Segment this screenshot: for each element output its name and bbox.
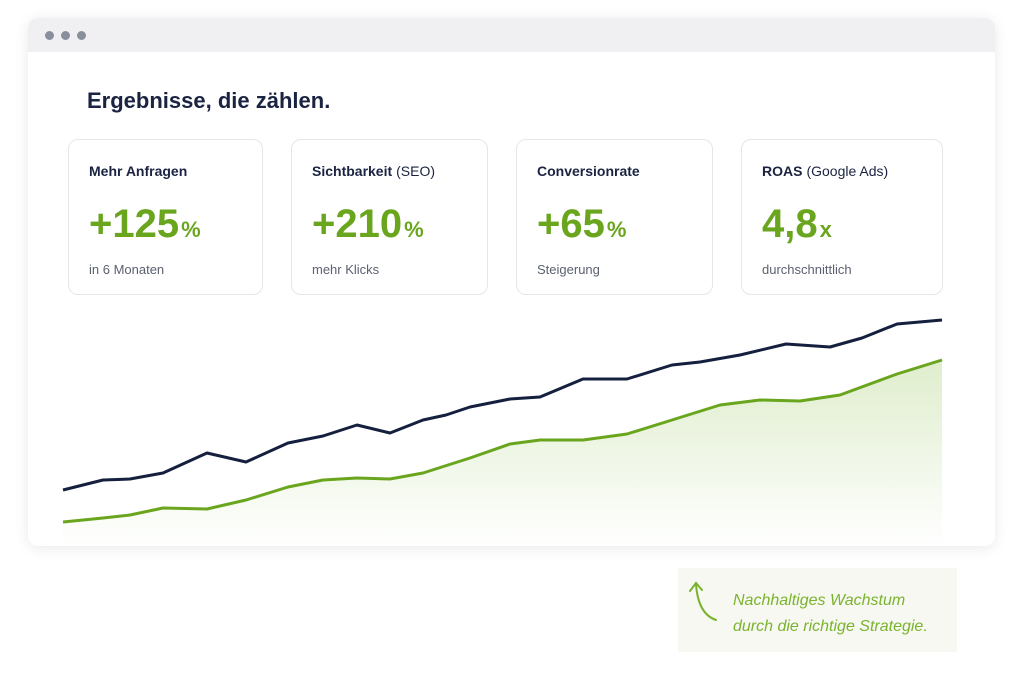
window-dot (61, 31, 70, 40)
label-text: Conversionrate (537, 163, 640, 179)
card-label: Conversionrate (537, 163, 640, 179)
annotation-line: Nachhaltiges Wachstum (733, 592, 906, 609)
value-unit: x (819, 217, 832, 242)
value-text: +125 (89, 202, 180, 246)
card-label: Sichtbarkeit (SEO) (312, 163, 435, 179)
stat-card: Sichtbarkeit (SEO) +210% mehr Klicks (291, 139, 488, 295)
green-line (62, 358, 943, 524)
label-note: (Google Ads) (806, 163, 889, 179)
value-text: +210 (312, 202, 403, 246)
card-label: ROAS (Google Ads) (762, 163, 888, 179)
card-caption: durchschnittlich (762, 262, 852, 277)
stat-card: Mehr Anfragen +125% in 6 Monaten (68, 139, 263, 295)
title-bar (28, 18, 995, 52)
window-dot (45, 31, 54, 40)
card-caption: Steigerung (537, 262, 600, 277)
label-text: Mehr Anfragen (89, 163, 188, 179)
window-dot (77, 31, 86, 40)
annotation-line: durch die richtige Strategie. (733, 618, 928, 635)
value-unit: % (404, 217, 424, 242)
navy-line (62, 318, 943, 492)
card-value: 4,8x (762, 202, 832, 247)
value-unit: % (606, 217, 627, 242)
annotation: Nachhaltiges Wachstum durch die richtige… (678, 568, 957, 652)
stat-card: Conversionrate +65% Steigerung (516, 139, 713, 295)
title: Ergebnisse, die zählen. (87, 88, 331, 113)
stat-card: ROAS (Google Ads) 4,8x durchschnittlich (741, 139, 943, 295)
area (63, 360, 942, 546)
arrow (689, 581, 717, 621)
card-label: Mehr Anfragen (89, 163, 187, 179)
card-value: +125% (89, 202, 201, 247)
value-text: +65 (537, 202, 605, 246)
label-text: Sichtbarkeit (312, 163, 393, 179)
card-caption: mehr Klicks (312, 262, 380, 277)
value-text: 4,8 (762, 202, 818, 246)
card-caption: in 6 Monaten (89, 262, 165, 277)
growth-chart (62, 318, 943, 546)
card-value: +65% (537, 202, 626, 247)
value-unit: % (181, 217, 201, 242)
label-text: ROAS (762, 163, 803, 179)
card-value: +210% (312, 202, 424, 247)
label-note: (SEO) (396, 163, 436, 179)
browser-window: Ergebnisse, die zählen. Mehr Anfragen +12… (28, 18, 995, 546)
